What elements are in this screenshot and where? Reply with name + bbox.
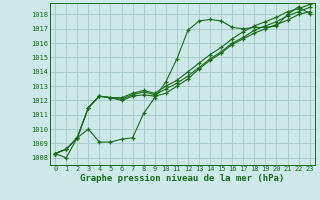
X-axis label: Graphe pression niveau de la mer (hPa): Graphe pression niveau de la mer (hPa) xyxy=(80,174,284,183)
